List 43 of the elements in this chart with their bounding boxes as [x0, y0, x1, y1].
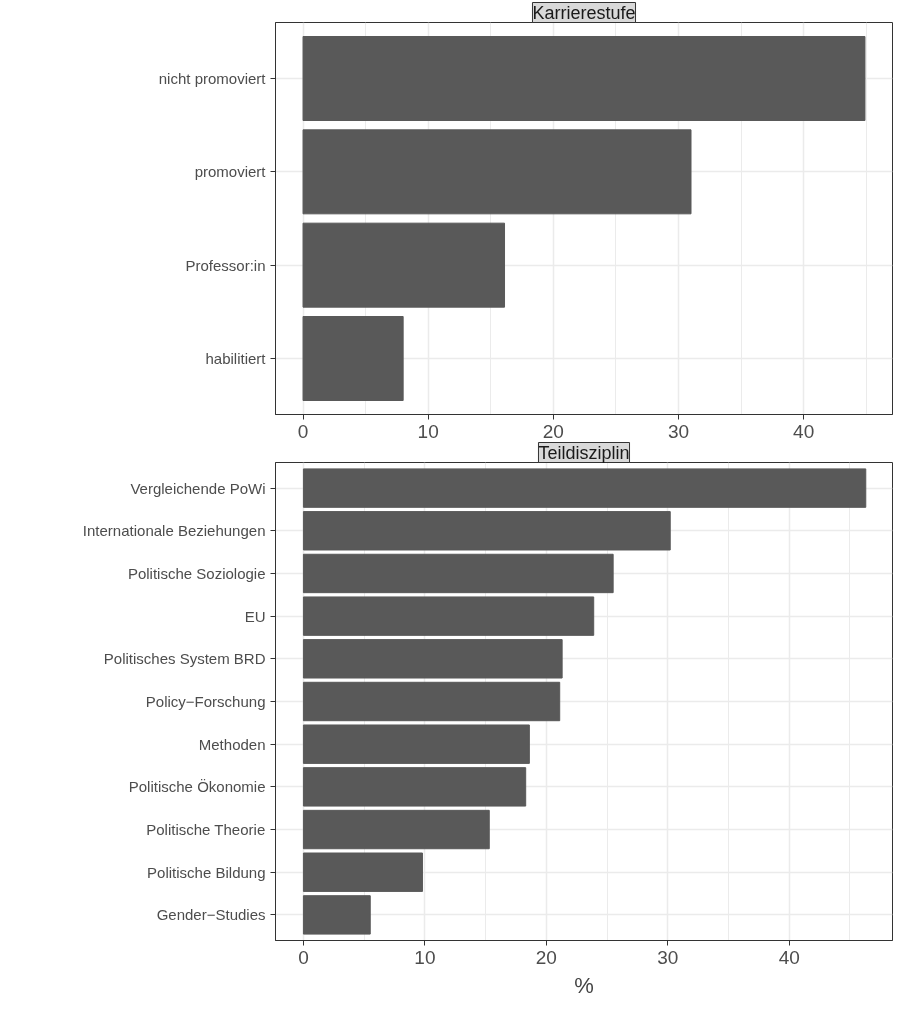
- bar: [302, 511, 671, 551]
- x-tick-label: 10: [417, 420, 439, 442]
- bar: [302, 724, 530, 764]
- y-tick-label: Politische Theorie: [146, 821, 266, 839]
- bar: [302, 767, 527, 807]
- y-tick-label: promoviert: [194, 163, 267, 181]
- bar: [302, 852, 423, 892]
- chart-title: Teildisziplin: [538, 442, 630, 463]
- y-tick-label: Policy−Forschung: [145, 693, 266, 710]
- bar: [302, 222, 506, 308]
- bar: [302, 316, 404, 401]
- bar: [302, 596, 595, 636]
- bar: [302, 895, 371, 935]
- y-tick-label: Internationale Beziehungen: [82, 522, 266, 540]
- y-tick-label: Professor:in: [185, 256, 266, 274]
- bar: [302, 468, 867, 508]
- bar: [302, 809, 490, 850]
- x-tick-label: 0: [297, 420, 309, 442]
- y-tick-label: Politische Bildung: [147, 863, 266, 881]
- y-tick-label: EU: [244, 607, 266, 625]
- y-tick-label: habilitiert: [205, 350, 267, 367]
- bar: [302, 553, 614, 594]
- y-tick-label: Politische Ökonomie: [128, 778, 266, 796]
- bar: [302, 681, 561, 722]
- bar: [302, 639, 563, 679]
- x-tick-label: 10: [414, 946, 436, 968]
- bar: [302, 36, 866, 121]
- y-tick-label: Politisches System BRD: [103, 650, 266, 668]
- x-tick-label: 30: [657, 946, 679, 968]
- x-tick-label: 20: [542, 420, 564, 442]
- chart-title: Karrierestufe: [532, 2, 636, 23]
- x-tick-label: 40: [778, 946, 800, 968]
- x-tick-label: 0: [298, 946, 309, 968]
- y-tick-label: Methoden: [198, 735, 266, 753]
- x-tick-label: 20: [535, 946, 557, 968]
- y-tick-label: nicht promoviert: [158, 70, 267, 87]
- x-axis-title: %: [574, 972, 594, 998]
- y-tick-label: Politische Soziologie: [127, 564, 266, 582]
- y-tick-label: Vergleichende PoWi: [130, 479, 266, 497]
- x-tick-label: 30: [667, 420, 690, 442]
- y-tick-label: Gender−Studies: [156, 906, 266, 924]
- x-tick-label: 40: [793, 420, 815, 442]
- bar: [302, 129, 692, 215]
